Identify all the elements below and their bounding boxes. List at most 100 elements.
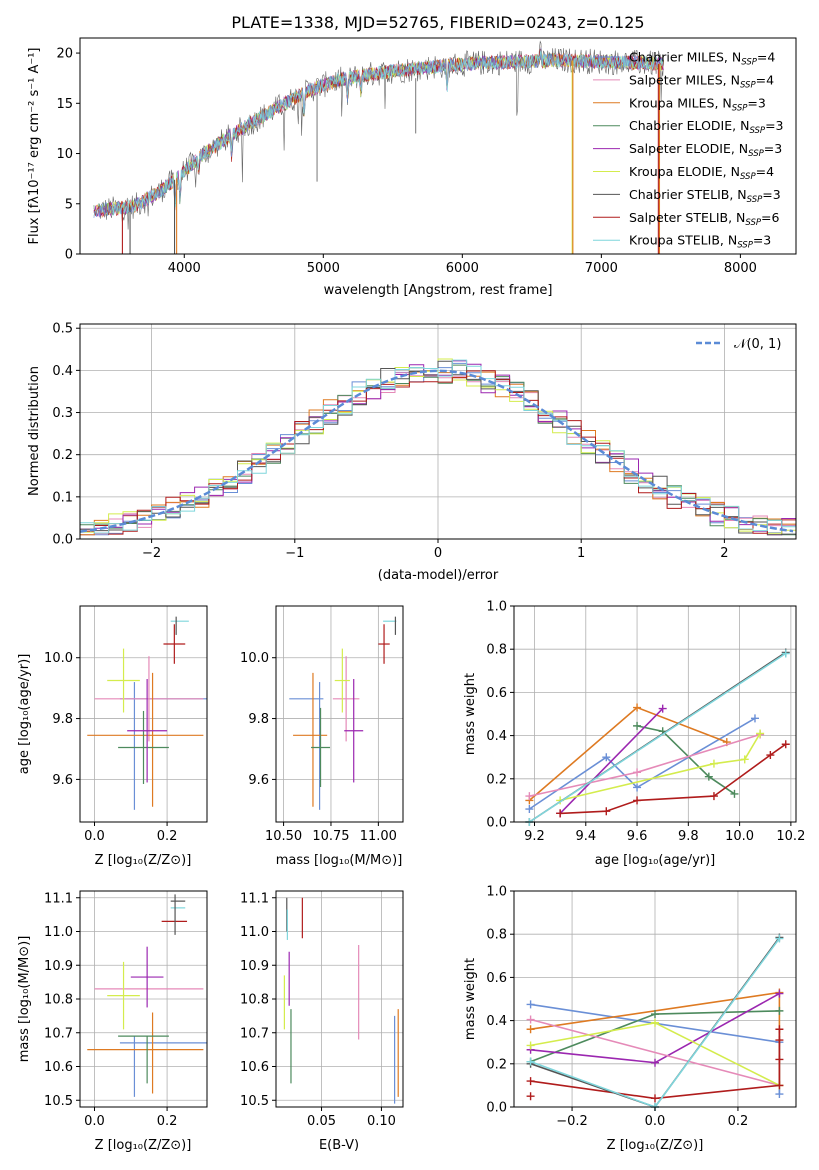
y-tick-label: 10.0 [240,651,269,666]
y-tick-label: 0.0 [486,816,507,831]
y-tick-label: 10.9 [240,959,269,974]
z-weight-ylabel: mass weight [463,958,478,1040]
y-tick-label: 10.5 [44,1094,73,1109]
weight-marker [633,796,642,805]
y-tick-label: 0.4 [486,729,507,744]
x-tick-label: 1 [577,546,585,561]
x-tick-label: 9.8 [678,829,699,844]
legend-subscript: SSP [745,218,761,228]
weight-marker [775,1036,784,1045]
x-tick-label: 9.4 [575,829,596,844]
y-tick-label: 11.1 [240,891,269,906]
weight-marker [775,1055,784,1064]
x-tick-label: 0.2 [157,829,178,844]
y-tick-label: 10.8 [240,993,269,1008]
legend-label-rest: =4 [756,72,774,87]
legend-label: Kroupa STELIB, NSSP=3 [629,233,771,251]
y-tick-label: 10.7 [240,1026,269,1041]
x-tick-label: 9.2 [524,829,545,844]
weight-line [636,725,735,795]
errorbar [334,648,350,713]
legend-label-rest: =3 [765,118,783,133]
y-tick-label: 20 [56,47,73,62]
weight-marker [781,649,790,658]
residual-xlabel: (data-model)/error [378,568,499,583]
legend-label: Kroupa MILES, NSSP=3 [629,95,766,113]
errorbar [311,707,331,788]
z-age-panel: 0.0 0.2 9.6 9.8 10.0 Z [log₁₀(Z/Z⊙)] age [lo… [17,605,208,868]
weight-marker [526,1025,535,1034]
residual-histogram [80,359,796,534]
spectrum-axes-frame [79,37,797,255]
legend-label: Salpeter ELODIE, NSSP=3 [629,141,782,159]
weight-line [560,743,787,815]
x-tick-label: 10.2 [776,829,805,844]
y-tick-label: 9.8 [52,712,73,727]
weight-marker [775,934,784,943]
z-age-xlabel: Z [log₁₀(Z/Z⊙)] [95,853,192,868]
x-tick-label: 0.0 [84,1114,105,1129]
weight-marker [602,753,611,762]
legend-subscript: SSP [740,172,756,182]
x-tick-label: 4000 [168,261,201,276]
errorbar [130,946,164,1008]
y-tick-label: 10.8 [44,993,73,1008]
x-tick-label: 0.0 [645,1114,666,1129]
weight-marker [775,1025,784,1034]
weight-marker [602,807,611,816]
y-tick-label: 10.0 [44,651,73,666]
x-tick-label: 10.50 [265,829,302,844]
x-tick-label: 0 [434,546,442,561]
y-tick-label: 0.8 [486,643,507,658]
spectrum-panel: PLATE=1338, MJD=52765, FIBERID=0243, z=0… [27,13,797,298]
weight-marker [633,721,642,730]
y-tick-label: 9.6 [248,773,269,788]
legend-label-rest: =3 [762,187,780,202]
legend-subscript: SSP [741,58,757,68]
weight-marker [651,1058,659,1067]
legend-label: Chabrier ELODIE, NSSP=3 [629,118,784,136]
residual-ylabel: Normed distribution [27,366,42,496]
spectrum-xlabel: wavelength [Angstrom, rest frame] [324,283,553,298]
weight-marker [633,703,642,712]
x-tick-label: 0.2 [728,1114,749,1129]
ebv-mass-xlabel: E(B-V) [319,1138,359,1153]
y-tick-label: 11.0 [240,925,269,940]
y-tick-label: 0.4 [52,364,73,379]
mass-age-axes-frame [275,605,404,823]
y-tick-label: 10.6 [240,1060,269,1075]
normal-legend-label: 𝒩(0, 1) [734,337,781,352]
legend-label: Chabrier MILES, NSSP=4 [629,50,775,68]
legend-label-rest: =3 [764,141,782,156]
weight-marker [750,714,759,723]
weight-marker [526,1000,535,1009]
x-tick-label: 7000 [585,261,618,276]
legend-label-rest: =4 [756,164,774,179]
x-tick-label: 2 [720,546,728,561]
x-tick-label: −2 [142,546,161,561]
residual-panel: −2 −1 0 1 2 0.0 0.1 0.2 0.3 0.4 0.5 (data-model)/e… [27,322,797,583]
weight-marker [709,792,718,801]
y-tick-label: 5 [65,197,73,212]
y-tick-label: 0.5 [52,322,73,337]
spectrum-line [111,50,664,216]
ebv-mass-panel: 0.05 0.10 10.5 10.6 10.7 10.8 10.9 11.0 11.1 E(B… [240,890,404,1153]
y-tick-label: 0.0 [52,533,73,548]
weight-marker [730,789,739,798]
x-tick-label: 10.75 [312,829,349,844]
y-tick-label: 0.4 [486,1014,507,1029]
age-weight-ylabel: mass weight [463,673,478,755]
y-tick-label: 0.1 [52,490,73,505]
y-tick-label: 11.0 [44,925,73,940]
mass-age-xlabel: mass [log₁₀(M/M⊙)] [276,853,403,868]
y-tick-label: 9.8 [248,712,269,727]
weight-marker [556,809,565,818]
y-tick-label: 11.1 [44,891,73,906]
weight-marker [525,805,534,814]
errorbar-points [283,897,399,1104]
weight-marker [704,772,713,781]
y-tick-label: 10.7 [44,1026,73,1041]
errorbar-points [87,616,207,810]
weight-marker [756,729,765,738]
